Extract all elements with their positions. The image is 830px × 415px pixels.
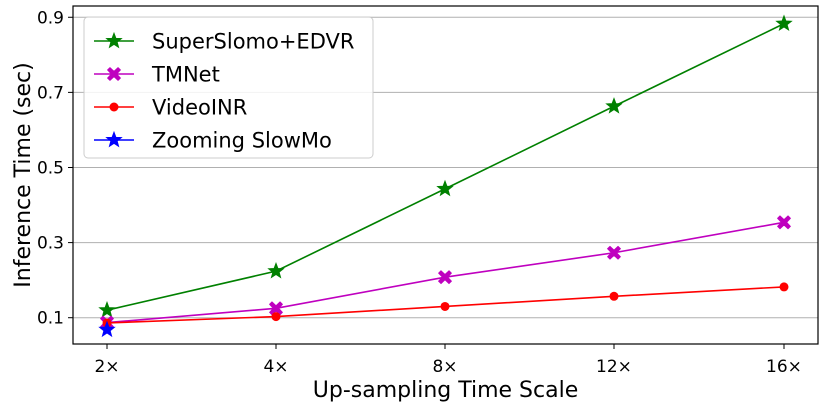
x-tick-label: 16×	[766, 357, 802, 377]
data-point-tmnet	[269, 301, 283, 316]
data-point-tmnet	[777, 215, 791, 230]
legend-label-videoinr: VideoINR	[152, 96, 247, 120]
y-tick-label: 0.7	[37, 83, 64, 103]
legend-box	[83, 16, 374, 159]
x-tick-label: 8×	[432, 357, 457, 377]
y-tick-label: 0.9	[37, 8, 64, 28]
data-point-videoinr	[440, 301, 450, 311]
y-tick-label: 0.3	[37, 234, 64, 254]
legend-label-zooming-slowmo: Zooming SlowMo	[152, 129, 332, 153]
data-point-superslomo-edvr	[267, 261, 285, 279]
legend: SuperSlomo+EDVR TMNet VideoINR Zooming Slow…	[83, 16, 374, 159]
data-point-tmnet	[438, 270, 452, 285]
legend-marker-superslomo-edvr	[105, 31, 123, 49]
data-point-videoinr	[271, 312, 281, 322]
data-point-superslomo-edvr	[775, 14, 793, 32]
data-point-videoinr	[609, 291, 619, 301]
data-point-superslomo-edvr	[605, 97, 623, 114]
data-point-superslomo-edvr	[98, 301, 116, 318]
legend-label-superslomo-edvr: SuperSlomo+EDVR	[152, 30, 354, 54]
data-point-superslomo-edvr	[436, 179, 454, 197]
data-point-zooming-slowmo	[98, 320, 116, 338]
data-point-videoinr	[779, 282, 789, 292]
series-group	[98, 14, 793, 338]
y-tick-label: 0.5	[37, 158, 64, 178]
x-tick-label: 12×	[596, 357, 632, 377]
x-tick-label: 4×	[263, 357, 288, 377]
legend-marker-zooming-slowmo	[105, 130, 123, 148]
x-tick-label: 2×	[94, 357, 119, 377]
data-point-tmnet	[607, 245, 621, 260]
y-tick-label: 0.1	[37, 309, 64, 329]
legend-label-tmnet: TMNet	[151, 63, 220, 87]
legend-marker-videoinr	[109, 102, 119, 112]
y-axis-title: Inference Time (sec)	[11, 62, 36, 287]
x-axis-title: Up-sampling Time Scale	[313, 378, 579, 403]
axis-ticks: 0.1 0.3 0.5 0.7 0.9 2× 4× 8× 12× 16×	[37, 8, 802, 377]
legend-marker-tmnet	[107, 67, 121, 81]
